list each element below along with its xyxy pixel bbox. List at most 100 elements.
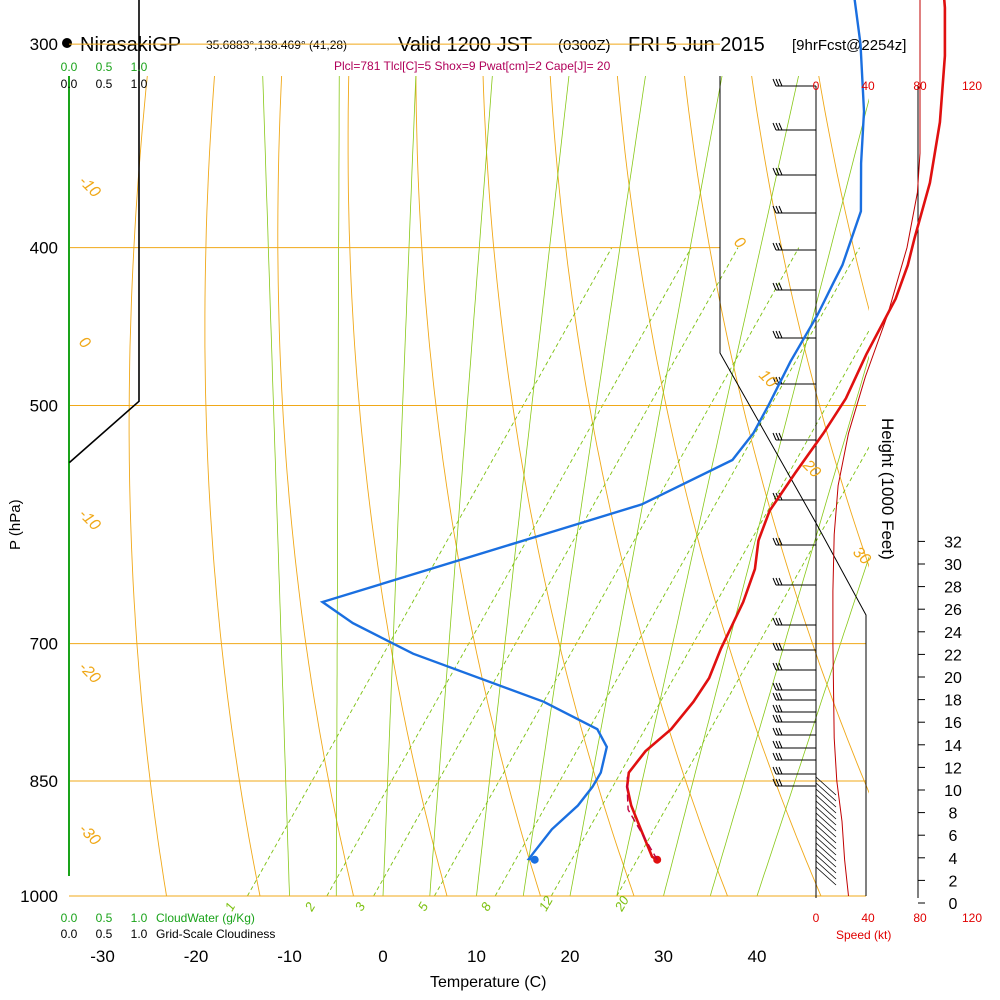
mixing-ratio-line [550,329,869,896]
height-tick-label: 4 [949,851,958,868]
height-tick-label: 16 [944,715,962,732]
temperature-tick-label: 0 [378,947,387,966]
wind-barb-flag [775,662,780,671]
temperature-tick-label: -20 [184,947,209,966]
moist-adiabat-line [663,98,869,896]
wind-barb-flag [775,205,780,214]
mixing-ratio-line [434,247,800,896]
wind-barb-low [815,812,837,832]
height-tick-label: 2 [949,873,958,890]
wind-barb-flag [778,617,783,626]
wind-barb-flag [778,537,783,546]
mixing-ratio-line [326,247,692,896]
height-tick-label: 12 [944,760,962,777]
wind-barb-flag [772,617,777,626]
dry-adiabat-line [277,76,354,896]
wind-barb-flag [772,167,777,176]
mixing-ratio-label: 3 [352,899,369,913]
height-axis-title: Height (1000 Feet) [878,418,897,560]
wind-barb-flag [778,662,783,671]
temperature-tick-label: 10 [467,947,486,966]
height-tick-label: 0 [949,896,958,913]
dry-adiabat-line [751,76,869,568]
valid-time: Valid 1200 JST [398,34,532,56]
wind-barb-flag [778,682,783,691]
pressure-tick-label: 850 [30,772,58,791]
pressure-tick-label: 400 [30,239,58,258]
speed-axis-title: Speed (kt) [836,928,891,942]
cloudwater-bottom-tick: 1.0 [131,911,148,925]
wind-barb-low [815,824,837,844]
dry-adiabat-label: -10 [75,173,103,201]
isobars [69,43,866,897]
moist-adiabat-line [262,76,290,896]
wind-barb-flag [772,537,777,546]
cloudiness-profile-line [68,0,140,464]
wind-barb-flag [778,642,783,651]
temperature-tick-label: -30 [90,947,115,966]
moist-adiabat-line [335,76,340,896]
speed-bottom-tick: 0 [813,911,820,925]
pressure-tick-label: 300 [30,35,58,54]
wind-barb-flag [775,432,780,441]
height-tick-label: 26 [944,602,962,619]
wind-barb-flag [772,740,777,749]
wind-panel-border [719,76,867,896]
speed-top-tick: 0 [813,79,820,93]
wind-barb-flag [775,577,780,586]
wind-barb-flag [775,682,780,691]
wind-barb-flag [772,242,777,251]
speed-bottom-tick: 120 [962,911,982,925]
wind-barb-flag [775,778,780,787]
wind-barb-flag [775,617,780,626]
forecast-info: [9hrFcst@2254z] [792,37,906,54]
wind-barb-low [815,806,837,826]
wind-barb-flag [775,122,780,131]
mixing-ratio-label: 2 [301,899,318,914]
wind-barb-flag [778,778,783,787]
height-tick-label: 28 [944,580,962,597]
dry-adiabat-line [616,76,822,896]
cloud-cover-layer [68,0,140,464]
dry-adiabat-label: 20 [798,456,823,481]
wind-barbs [772,78,837,886]
temperature-tick-label: 20 [561,947,580,966]
mixing-ratio-line [373,247,739,896]
cloudwater-top-tick: 0.5 [96,60,113,74]
wind-barb-flag [775,242,780,251]
station-marker-icon [62,38,72,48]
wind-barb-flag [775,78,780,87]
cloudiness-axis-title: Grid-Scale Cloudiness [156,927,275,941]
wind-barb-flag [772,492,777,501]
dry-adiabat-label: 0 [75,334,93,352]
wind-barb-flag [775,714,780,723]
wind-barb-flag [772,282,777,291]
wind-barb-low [815,854,837,874]
dry-adiabat-label: -20 [75,659,103,687]
wind-barb-flag [772,714,777,723]
cloudiness-bottom-tick: 1.0 [131,927,148,941]
temperature-tick-label: 30 [654,947,673,966]
wind-barb-flag [778,432,783,441]
pressure-axis-title: P (hPa) [7,499,24,550]
wind-speed-profile-line [832,0,921,897]
moist-adiabat-line [522,76,646,896]
moist-adiabat-line [616,76,799,896]
wind-barb-flag [778,122,783,131]
wind-barb-flag [772,778,777,787]
height-tick-label: 30 [944,557,962,574]
wind-barb-low [815,866,837,886]
sounding-series [319,0,947,864]
height-tick-label: 22 [944,647,962,664]
dry-adiabat-line [347,76,448,896]
dry-adiabats [128,76,869,896]
dry-adiabat-line [204,76,261,896]
wind-barb-low [815,842,837,862]
wind-barb-flag [775,282,780,291]
wind-barb-flag [775,692,780,701]
cloudwater-top-tick: 0.0 [61,60,78,74]
pressure-tick-label: 1000 [20,887,58,906]
parcel-line [626,776,658,861]
height-tick-label: 24 [944,625,962,642]
